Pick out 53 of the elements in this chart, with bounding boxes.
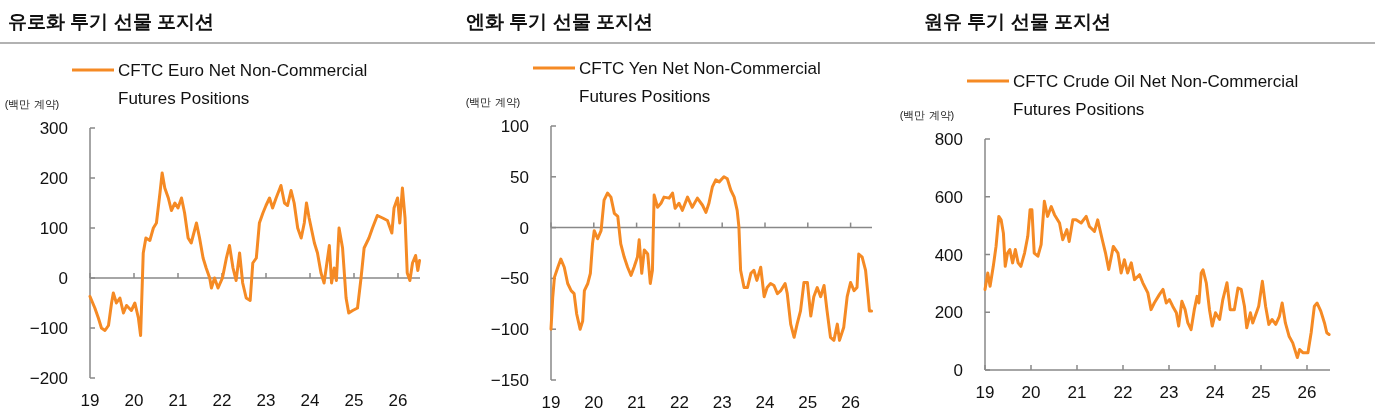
y-tick-label: 300 (39, 119, 68, 138)
y-axis-title: (백만 계약) (465, 96, 521, 108)
y-tick-label: −150 (490, 371, 529, 390)
chart-title: 엔화 투기 선물 포지션 (466, 11, 653, 32)
x-tick-label: 23 (256, 391, 276, 410)
x-tick-label: 25 (798, 393, 818, 412)
y-tick-label: 100 (39, 219, 68, 238)
y-tick-label: 200 (39, 169, 68, 188)
x-tick-label: 24 (755, 393, 775, 412)
x-tick-label: 22 (212, 391, 232, 410)
y-tick-label: −100 (490, 320, 529, 340)
line-series (549, 175, 874, 342)
y-tick-label: 0 (953, 361, 963, 380)
y-axis-title: (백만 계약) (899, 109, 955, 121)
chart-title: 원유 투기 선물 포지션 (924, 11, 1111, 32)
y-tick-label: 0 (58, 269, 68, 288)
y-tick-label: 200 (934, 303, 963, 323)
line-series (983, 199, 1331, 360)
legend-label: CFTC Euro Net Non-Commercial Futures Positions (118, 61, 368, 108)
x-tick-label: 21 (1067, 383, 1087, 402)
x-tick-label: 20 (584, 393, 604, 412)
x-tick-label: 20 (124, 391, 144, 410)
legend-label: CFTC Crude Oil Net Non-Commercial Futures Positions (1013, 72, 1299, 119)
x-tick-label: 20 (1021, 383, 1041, 402)
x-tick-label: 23 (1159, 383, 1179, 402)
x-tick-label: 21 (168, 391, 188, 410)
x-tick-label: 26 (1297, 383, 1317, 402)
x-tick-label: 22 (1113, 383, 1133, 402)
x-tick-label: 25 (1251, 383, 1271, 402)
x-tick-label: 26 (841, 393, 861, 412)
y-tick-label: 0 (519, 218, 529, 238)
x-tick-label: 23 (712, 393, 732, 412)
y-tick-label: 800 (934, 130, 963, 149)
y-tick-label: 600 (934, 187, 963, 207)
y-axis-title: (백만 계약) (4, 98, 60, 110)
x-tick-label: 21 (627, 393, 647, 412)
x-tick-label: 24 (300, 391, 320, 410)
x-tick-label: 19 (975, 383, 995, 402)
chart-title: 유로화 투기 선물 포지션 (8, 11, 214, 32)
y-tick-label: −200 (29, 369, 68, 388)
legend-label: CFTC Yen Net Non-Commercial Futures Positions (579, 59, 821, 106)
y-tick-label: −100 (29, 319, 68, 338)
x-tick-label: 26 (388, 391, 408, 410)
x-tick-label: 19 (80, 391, 100, 410)
y-tick-label: 100 (500, 117, 529, 136)
x-tick-label: 25 (344, 391, 364, 410)
line-series (88, 171, 422, 337)
y-tick-label: 400 (934, 245, 963, 265)
y-tick-label: 50 (510, 167, 529, 187)
x-tick-label: 22 (669, 393, 689, 412)
x-tick-label: 24 (1205, 383, 1225, 402)
x-tick-label: 19 (541, 393, 561, 412)
y-tick-label: −50 (500, 269, 529, 289)
